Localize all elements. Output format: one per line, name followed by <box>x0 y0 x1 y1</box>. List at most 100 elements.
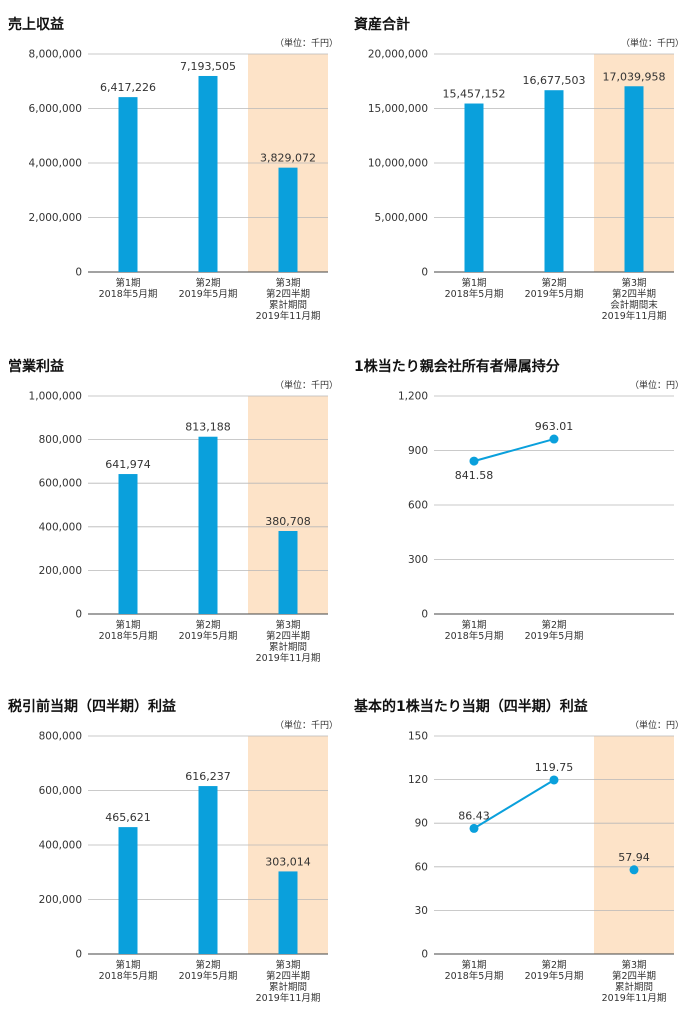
x-tick-label: 2019年11月期 <box>602 992 667 1004</box>
data-label: 15,457,152 <box>443 88 506 101</box>
data-label: 6,417,226 <box>100 81 156 94</box>
x-tick-label: 会計期間末 <box>610 299 658 311</box>
bar <box>198 786 218 954</box>
chart-title: 税引前当期（四半期）利益 <box>8 699 176 715</box>
bar <box>278 531 298 614</box>
data-label: 963.01 <box>535 420 574 433</box>
series-line <box>473 438 555 463</box>
chart-panel-pretax-profit: 税引前当期（四半期）利益 （単位：千円） 0 200,000 400,000 600,… <box>8 696 348 1026</box>
y-tick-label: 800,000 <box>39 434 82 446</box>
bar <box>464 103 484 272</box>
x-tick-label: 第2四半期 <box>266 970 310 982</box>
data-label: 303,014 <box>265 855 311 868</box>
y-tick-label: 300 <box>408 554 428 566</box>
chart-panel-operating-profit: 営業利益 （単位：千円） 0 200,000 400,000 600,000 800,0… <box>8 356 348 686</box>
data-label: 3,829,072 <box>260 152 316 165</box>
y-tick-label: 0 <box>75 609 82 621</box>
x-tick-label: 第3期 <box>621 277 646 289</box>
bar <box>544 90 564 273</box>
data-label: 86.43 <box>458 809 490 822</box>
x-tick-label: 第2四半期 <box>612 288 656 300</box>
y-tick-label: 400,000 <box>39 521 82 533</box>
y-tick-label: 800,000 <box>39 731 82 743</box>
x-tick-label: 第1期 <box>115 619 140 631</box>
y-tick-label: 5,000,000 <box>375 212 428 224</box>
bar <box>198 75 218 272</box>
x-tick-label: 2019年11月期 <box>602 310 667 322</box>
data-label: 57.94 <box>618 851 650 864</box>
series-line <box>473 779 555 830</box>
x-tick-label: 累計期間 <box>269 981 307 993</box>
x-tick-label: 第2四半期 <box>266 630 310 642</box>
bar <box>118 474 138 614</box>
data-point <box>629 865 639 875</box>
x-tick-label: 第2期 <box>541 959 566 971</box>
x-tick-label: 第3期 <box>275 959 300 971</box>
chart-title: 基本的1株当たり当期（四半期）利益 <box>354 699 588 715</box>
x-tick-label: 第2期 <box>195 959 220 971</box>
x-tick-label: 第3期 <box>621 959 646 971</box>
bar <box>278 167 298 272</box>
y-tick-label: 150 <box>408 731 428 743</box>
x-tick-label: 2018年5月期 <box>99 630 158 642</box>
unit-label: （単位：千円） <box>274 39 338 49</box>
x-tick-label: 第3期 <box>275 619 300 631</box>
x-tick-label: 第3期 <box>275 277 300 289</box>
y-tick-label: 400,000 <box>39 840 82 852</box>
x-tick-label: 第2期 <box>195 619 220 631</box>
data-point <box>549 775 559 785</box>
data-label: 841.58 <box>455 469 494 482</box>
x-tick-label: 2018年5月期 <box>445 630 504 642</box>
x-tick-label: 2018年5月期 <box>445 288 504 300</box>
chart-title: 営業利益 <box>8 359 64 375</box>
x-tick-label: 2019年5月期 <box>525 630 584 642</box>
y-tick-label: 1,200 <box>398 391 428 403</box>
y-tick-label: 30 <box>415 905 428 917</box>
x-tick-label: 第2四半期 <box>266 288 310 300</box>
y-tick-label: 600 <box>408 500 428 512</box>
y-tick-label: 600,000 <box>39 785 82 797</box>
y-tick-label: 15,000,000 <box>368 103 428 115</box>
data-label: 641,974 <box>105 458 151 471</box>
bar-chart-operating-profit: 0 200,000 400,000 600,000 800,000 1,000,000 第1… <box>29 391 328 664</box>
x-tick-label: 2018年5月期 <box>99 970 158 982</box>
data-label: 119.75 <box>535 761 574 774</box>
x-tick-label: 第2期 <box>541 277 566 289</box>
x-tick-label: 累計期間 <box>269 299 307 311</box>
x-tick-label: 2019年11月期 <box>256 652 321 664</box>
unit-label: （単位：円） <box>629 721 684 731</box>
x-tick-label: 累計期間 <box>615 981 653 993</box>
y-tick-label: 0 <box>75 949 82 961</box>
chart-panel-revenue: 売上収益 （単位：千円） 0 2,000,000 4,000,000 6,000,00… <box>8 14 348 344</box>
data-label: 380,708 <box>265 515 311 528</box>
chart-panel-equity-per-share: 1株当たり親会社所有者帰属持分 （単位：円） 0 300 600 900 1,200 第1… <box>354 356 694 686</box>
x-tick-label: 2019年5月期 <box>179 970 238 982</box>
unit-label: （単位：千円） <box>274 721 338 731</box>
data-label: 16,677,503 <box>523 74 586 87</box>
data-label: 616,237 <box>185 770 231 783</box>
x-tick-label: 第1期 <box>115 959 140 971</box>
x-tick-label: 累計期間 <box>269 641 307 653</box>
chart-title: 1株当たり親会社所有者帰属持分 <box>354 359 560 375</box>
y-tick-label: 20,000,000 <box>368 49 428 61</box>
bar <box>278 871 298 954</box>
y-tick-label: 10,000,000 <box>368 158 428 170</box>
x-tick-label: 2019年5月期 <box>525 288 584 300</box>
x-tick-label: 第2四半期 <box>612 970 656 982</box>
bar-chart-total-assets: 0 5,000,000 10,000,000 15,000,000 20,000,000… <box>368 49 674 322</box>
y-tick-label: 8,000,000 <box>29 49 82 61</box>
y-tick-label: 4,000,000 <box>29 158 82 170</box>
y-tick-label: 60 <box>415 861 428 873</box>
data-point <box>469 823 479 833</box>
bar-chart-pretax-profit: 0 200,000 400,000 600,000 800,000 第1期2018年5月期… <box>39 731 328 1004</box>
data-label: 813,188 <box>185 421 231 434</box>
y-tick-label: 6,000,000 <box>29 103 82 115</box>
unit-label: （単位：千円） <box>620 39 684 49</box>
chart-panel-eps: 基本的1株当たり当期（四半期）利益 （単位：円） 0 30 60 90 120 150 第1… <box>354 696 694 1026</box>
bar <box>624 86 644 272</box>
x-tick-label: 2019年11月期 <box>256 992 321 1004</box>
y-tick-label: 0 <box>75 267 82 279</box>
x-tick-label: 第2期 <box>195 277 220 289</box>
